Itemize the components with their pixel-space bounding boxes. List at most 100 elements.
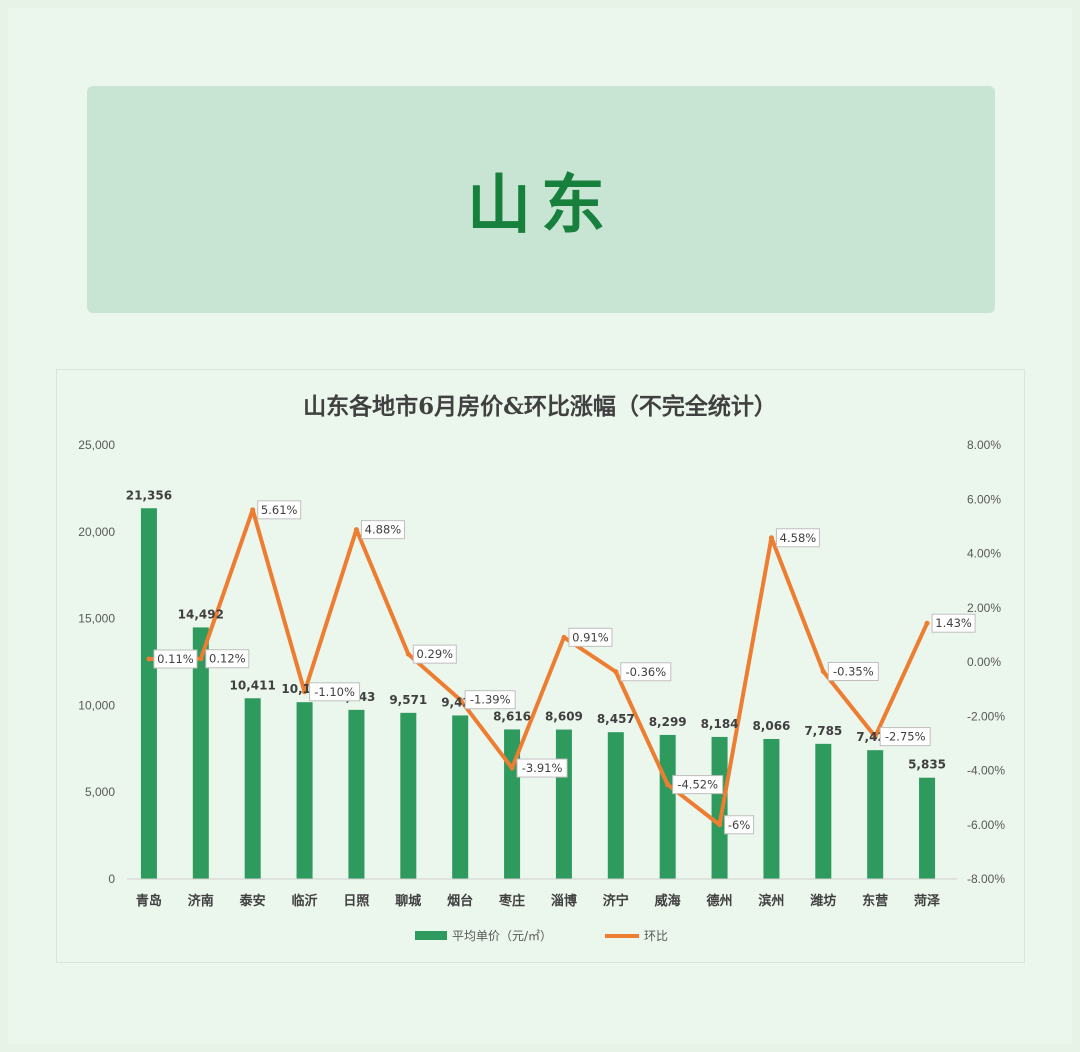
line-value-label: 4.58% <box>775 528 820 548</box>
category-label: 济南 <box>188 893 214 909</box>
bar-value-label: 8,457 <box>597 712 635 726</box>
bar-value-labels: 21,35614,49210,41110,1859,7439,5719,4218… <box>126 488 946 771</box>
line-point <box>302 689 308 695</box>
line-path <box>146 507 930 827</box>
bar-value-label: 9,571 <box>389 693 427 707</box>
line-label-box <box>879 727 931 747</box>
bar <box>244 698 261 879</box>
line-value-label: 0.12% <box>205 649 250 669</box>
left-axis-tick-label: 5,000 <box>85 785 115 799</box>
line-value-label: -0.35% <box>827 661 879 681</box>
line-label-box <box>412 644 457 664</box>
line-point <box>457 697 463 703</box>
combo-chart: 山东各地市6月房价&环比涨幅（不完全统计） 0 5,000 10,000 15,000… <box>78 393 1005 943</box>
right-axis-tick-label: 0.00% <box>967 655 1001 669</box>
bar-value-label: 8,609 <box>545 710 583 724</box>
line-label-box <box>205 649 250 669</box>
bar <box>763 738 780 879</box>
line-value-label: -3.91% <box>516 758 568 778</box>
bar-value-label: 10,411 <box>230 678 276 692</box>
line-label-box <box>309 682 361 702</box>
left-axis: 0 5,000 10,000 15,000 20,000 25,000 <box>78 438 115 886</box>
title-banner: 山东 <box>87 86 995 313</box>
bar-value-label: 21,356 <box>126 488 172 502</box>
banner-title: 山东 <box>467 168 615 243</box>
bar-value-label: 5,835 <box>908 758 946 772</box>
right-axis-tick-label: -8.00% <box>967 872 1005 886</box>
line-label-text: -6% <box>728 818 750 832</box>
line-label-box <box>464 690 516 710</box>
line-label-text: -1.39% <box>470 693 511 707</box>
line-value-label: -4.52% <box>672 775 724 795</box>
category-label: 滨州 <box>758 893 784 909</box>
line-point <box>872 734 878 740</box>
bar-value-label: 7,785 <box>804 724 842 738</box>
left-axis-tick-label: 20,000 <box>78 525 115 539</box>
line-value-label: -6% <box>724 815 755 835</box>
line-label-box <box>153 649 198 669</box>
bar-value-label: 8,299 <box>649 715 687 729</box>
line-label-box <box>827 661 879 681</box>
line-point <box>717 822 723 828</box>
bar <box>711 736 728 879</box>
category-label: 德州 <box>707 893 733 909</box>
line-value-label: 0.29% <box>412 644 457 664</box>
line-point <box>250 507 256 513</box>
chart-panel: 山东各地市6月房价&环比涨幅（不完全统计） 0 5,000 10,000 15,000… <box>56 369 1025 963</box>
line-label-text: 0.91% <box>572 630 609 644</box>
line-point <box>820 668 826 674</box>
category-label: 泰安 <box>239 893 266 909</box>
line-value-label: -1.39% <box>464 690 516 710</box>
line-value-label: 0.91% <box>568 627 613 647</box>
line-label-text: -1.10% <box>314 685 355 699</box>
line-label-text: -4.52% <box>677 778 718 792</box>
category-label: 东营 <box>862 893 888 909</box>
legend-bar-swatch <box>415 931 447 940</box>
line-value-label: -2.75% <box>879 727 931 747</box>
line-value-label: 0.11% <box>153 649 198 669</box>
line-label-box <box>724 815 755 835</box>
category-label: 青岛 <box>136 893 162 909</box>
bar <box>659 734 676 879</box>
line-point <box>405 651 411 657</box>
category-label: 聊城 <box>395 893 421 909</box>
line-label-box <box>516 758 568 778</box>
line-value-label: 1.43% <box>931 613 976 633</box>
category-label: 潍坊 <box>810 893 836 909</box>
category-label: 济宁 <box>603 893 629 909</box>
right-axis-tick-label: 8.00% <box>967 438 1001 452</box>
line-point <box>146 656 152 662</box>
line-point <box>509 765 515 771</box>
line-value-labels: 0.11% 0.12% 5.61% -1.10% 4.88% 0.29% -1.39% -3.… <box>153 500 976 835</box>
line-point <box>353 527 359 533</box>
right-axis-tick-label: 4.00% <box>967 547 1001 561</box>
bar-value-label: 14,492 <box>178 607 224 621</box>
right-axis-tick-label: -6.00% <box>967 818 1005 832</box>
category-axis: 青岛 济南 泰安 临沂 日照 聊城 烟台 枣庄 淄博 济宁 威海 德州 滨州 潍坊 东营 菏泽 <box>127 878 957 909</box>
line-value-label: 4.88% <box>360 520 405 540</box>
line-point <box>768 535 774 541</box>
line-point <box>198 656 204 662</box>
line-point <box>613 669 619 675</box>
bar-value-label: 8,184 <box>701 717 739 731</box>
line-label-text: 0.11% <box>157 652 194 666</box>
line-series <box>146 507 930 828</box>
line-value-label: -1.10% <box>309 682 361 702</box>
bar <box>867 750 884 879</box>
bar <box>815 743 832 879</box>
category-label: 日照 <box>343 894 369 909</box>
bar <box>555 729 572 879</box>
line-label-box <box>672 775 724 795</box>
left-axis-tick-label: 15,000 <box>78 612 115 626</box>
bar <box>192 627 209 879</box>
right-axis-tick-label: 2.00% <box>967 601 1001 615</box>
right-axis: -8.00% -6.00% -4.00% -2.00% 0.00% 2.00% 4.00% 6… <box>967 438 1005 886</box>
category-label: 威海 <box>655 893 681 909</box>
category-label: 菏泽 <box>914 893 941 909</box>
chart-title: 山东各地市6月房价&环比涨幅（不完全统计） <box>303 393 777 420</box>
line-label-text: -0.36% <box>625 665 666 679</box>
line-label-text: -0.35% <box>833 664 874 678</box>
line-label-box <box>931 613 976 633</box>
line-value-label: 5.61% <box>257 500 302 520</box>
line-label-text: 5.61% <box>261 503 298 517</box>
